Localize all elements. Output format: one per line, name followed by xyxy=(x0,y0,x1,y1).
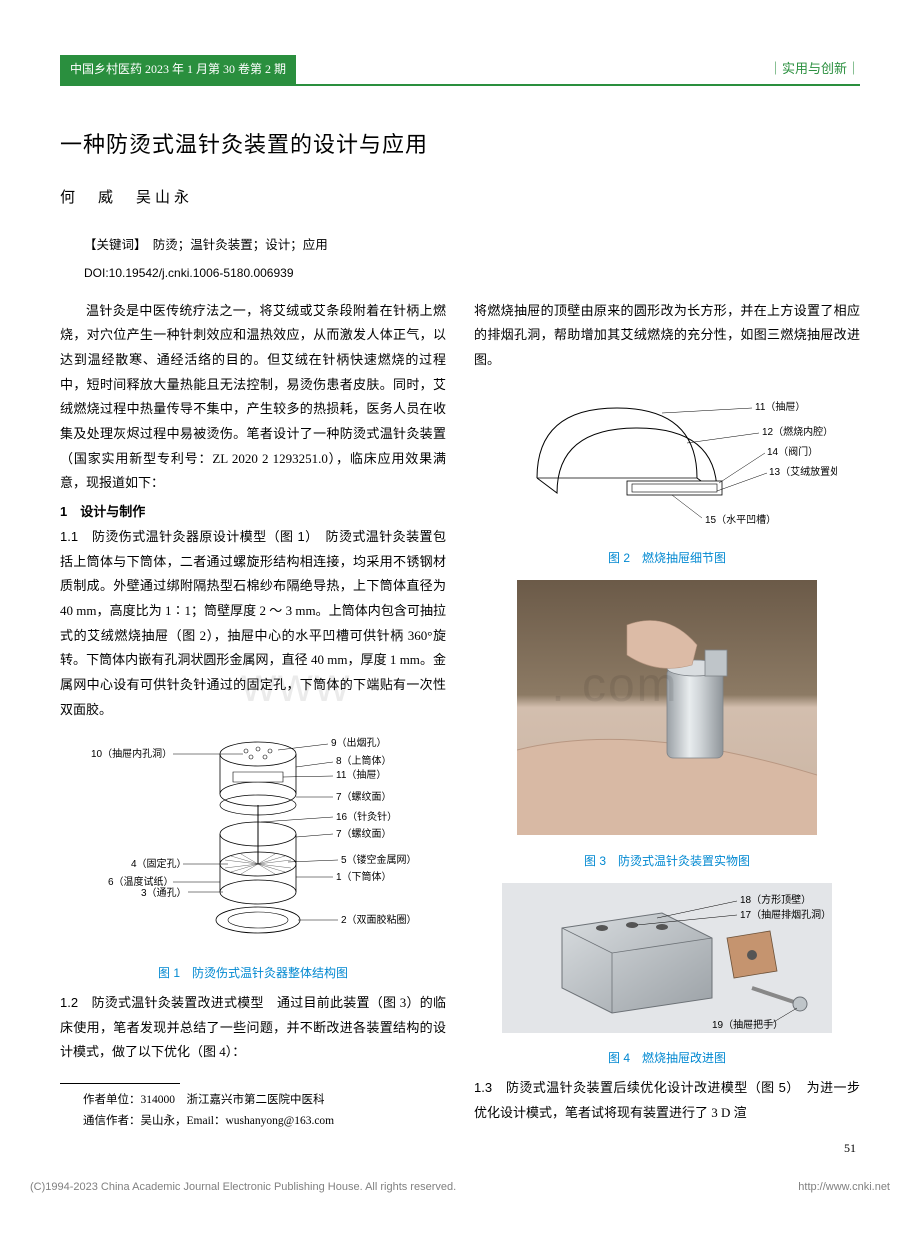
page-number: 51 xyxy=(844,1137,856,1160)
svg-text:7（螺纹面）: 7（螺纹面） xyxy=(336,827,392,840)
svg-text:14（阀门）: 14（阀门） xyxy=(767,445,818,458)
svg-text:10（抽屉内孔洞）: 10（抽屉内孔洞） xyxy=(91,747,172,760)
journal-info: 中国乡村医药 2023 年 1 月第 30 卷第 2 期 xyxy=(60,55,296,84)
figure-1-caption: 图 1 防烫伤式温针灸器整体结构图 xyxy=(60,962,446,985)
sec-1-3-label: 1.3 防烫式温针灸装置后续优化设计改进模型（图 5） xyxy=(474,1080,793,1095)
svg-text:6（温度试纸）: 6（温度试纸） xyxy=(108,875,174,888)
svg-text:11（抽屉）: 11（抽屉） xyxy=(755,400,805,413)
section-1-1: 1.1 防烫伤式温针灸器原设计模型（图 1） 防烫式温针灸装置包括上筒体与下筒体… xyxy=(60,525,446,723)
figure-2-caption: 图 2 燃烧抽屉细节图 xyxy=(474,547,860,570)
footnote-separator xyxy=(60,1083,180,1084)
figure-3: 图 3 防烫式温针灸装置实物图 xyxy=(474,580,860,872)
section-1-3: 1.3 防烫式温针灸装置后续优化设计改进模型（图 5） 为进一步优化设计模式，笔… xyxy=(474,1076,860,1125)
heading-1: 1 设计与制作 xyxy=(60,500,446,525)
cnki-copyright: (C)1994-2023 China Academic Journal Elec… xyxy=(30,1177,456,1198)
right-column: 将燃烧抽屉的顶壁由原来的圆形改为长方形，并在上方设置了相应的排烟孔洞，帮助增加其… xyxy=(474,299,860,1132)
figure-4: 18（方形顶壁） 17（抽屉排烟孔洞） 19（抽屉把手） 图 4 燃烧抽屉改进图 xyxy=(474,883,860,1070)
svg-text:9（出烟孔）: 9（出烟孔） xyxy=(331,736,387,749)
header-bar: 中国乡村医药 2023 年 1 月第 30 卷第 2 期 ｜实用与创新｜ xyxy=(60,55,860,86)
svg-text:11（抽屉）: 11（抽屉） xyxy=(336,768,386,781)
svg-text:7（螺纹面）: 7（螺纹面） xyxy=(336,790,392,803)
sec-1-2-label: 1.2 防烫式温针灸装置改进式模型 xyxy=(60,995,264,1010)
left-column: 温针灸是中医传统疗法之一，将艾绒或艾条段附着在针柄上燃烧，对穴位产生一种针刺效应… xyxy=(60,299,446,1132)
figure-3-photo xyxy=(517,580,817,835)
svg-text:18（方形顶壁）: 18（方形顶壁） xyxy=(740,893,811,906)
sec-1-1-body: 防烫式温针灸装置包括上筒体与下筒体，二者通过螺旋形结构相连接，均采用不锈钢材质制… xyxy=(60,529,446,717)
footnote-corresponding: 通信作者：吴山永，Email：wushanyong@163.com xyxy=(60,1111,446,1132)
figure-1: 10（抽屉内孔洞） 9（出烟孔） 8（上筒体） 11（抽屉） 7（螺纹面） 16… xyxy=(60,732,446,984)
svg-text:2（双面胶粘圈）: 2（双面胶粘圈） xyxy=(341,913,417,926)
intro-paragraph: 温针灸是中医传统疗法之一，将艾绒或艾条段附着在针柄上燃烧，对穴位产生一种针刺效应… xyxy=(60,299,446,497)
keywords-line: 【关键词】 防烫；温针灸装置；设计；应用 xyxy=(60,234,860,258)
svg-text:1（下筒体）: 1（下筒体） xyxy=(336,870,392,883)
section-1-2: 1.2 防烫式温针灸装置改进式模型 通过目前此装置（图 3）的临床使用，笔者发现… xyxy=(60,991,446,1065)
figure-3-caption: 图 3 防烫式温针灸装置实物图 xyxy=(474,850,860,873)
right-paragraph-1: 将燃烧抽屉的顶壁由原来的圆形改为长方形，并在上方设置了相应的排烟孔洞，帮助增加其… xyxy=(474,299,860,373)
figure-2-svg: 11（抽屉） 12（燃烧内腔） 14（阀门） 13（艾绒放置处） 15（水平凹槽… xyxy=(497,383,837,533)
section-tag: ｜实用与创新｜ xyxy=(769,57,860,82)
footnote-unit: 作者单位：314000 浙江嘉兴市第二医院中医科 xyxy=(60,1090,446,1111)
figure-4-svg: 18（方形顶壁） 17（抽屉排烟孔洞） 19（抽屉把手） xyxy=(502,883,832,1033)
doi: DOI:10.19542/j.cnki.1006-5180.006939 xyxy=(60,262,860,285)
article-title: 一种防烫式温针灸装置的设计与应用 xyxy=(60,124,860,166)
svg-text:3（通孔）: 3（通孔） xyxy=(141,887,187,899)
figure-4-caption: 图 4 燃烧抽屉改进图 xyxy=(474,1047,860,1070)
svg-text:8（上筒体）: 8（上筒体） xyxy=(336,754,392,767)
svg-text:12（燃烧内腔）: 12（燃烧内腔） xyxy=(762,425,833,438)
sec-1-1-label: 1.1 防烫伤式温针灸器原设计模型（图 1） xyxy=(60,529,312,544)
svg-text:4（固定孔）: 4（固定孔） xyxy=(131,857,187,870)
authors: 何 威 吴山永 xyxy=(60,184,860,213)
figure-1-svg: 10（抽屉内孔洞） 9（出烟孔） 8（上筒体） 11（抽屉） 7（螺纹面） 16… xyxy=(83,732,423,947)
svg-text:5（镂空金属网）: 5（镂空金属网） xyxy=(341,853,417,866)
keywords-label: 【关键词】 xyxy=(84,238,140,252)
svg-text:15（水平凹槽）: 15（水平凹槽） xyxy=(705,513,776,526)
keywords-text: 防烫；温针灸装置；设计；应用 xyxy=(140,238,328,252)
svg-text:13（艾绒放置处）: 13（艾绒放置处） xyxy=(769,465,837,478)
cnki-url: http://www.cnki.net xyxy=(798,1177,890,1198)
svg-text:19（抽屉把手）: 19（抽屉把手） xyxy=(712,1018,783,1031)
figure-2: 11（抽屉） 12（燃烧内腔） 14（阀门） 13（艾绒放置处） 15（水平凹槽… xyxy=(474,383,860,570)
cnki-footer: (C)1994-2023 China Academic Journal Elec… xyxy=(0,1171,920,1208)
svg-text:17（抽屉排烟孔洞）: 17（抽屉排烟孔洞） xyxy=(740,908,831,921)
svg-text:16（针灸针）: 16（针灸针） xyxy=(336,810,397,823)
